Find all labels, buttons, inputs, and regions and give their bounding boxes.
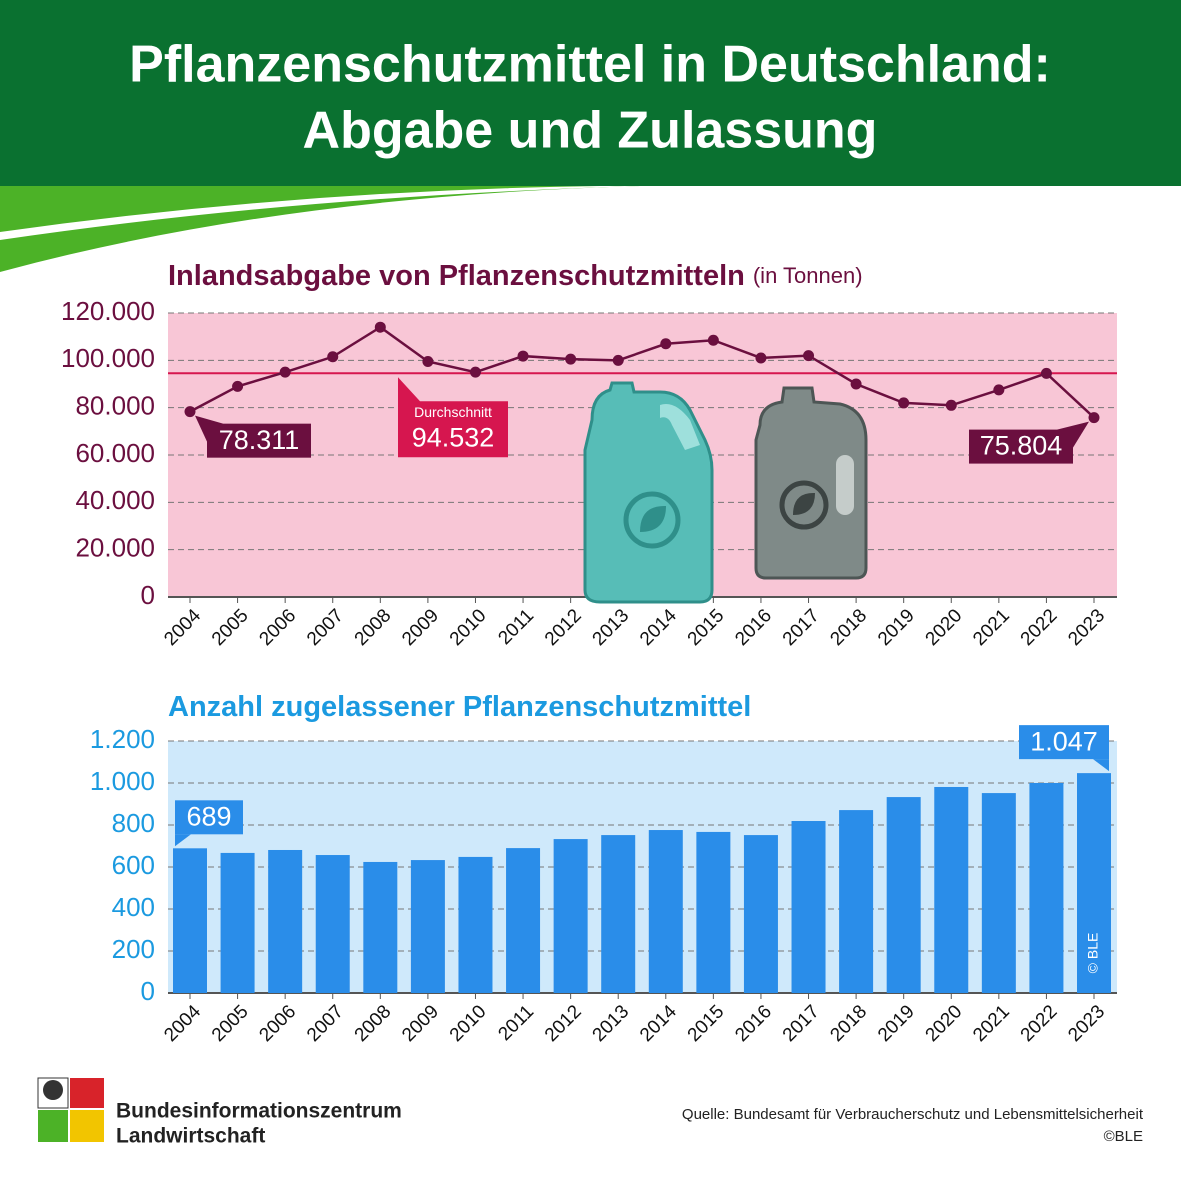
bar [363,861,398,993]
logo [37,1077,104,1142]
charts: Inlandsabgabe von Pflanzenschutzmitteln (… [61,260,1117,1046]
logo-tree [43,1080,63,1100]
callout-pointer [1093,759,1109,772]
canister-leaf [793,492,815,515]
canister-leaf [640,505,666,532]
y-tick-label: 0 [141,580,155,610]
canisters [583,381,868,604]
callout-pointer [175,834,191,847]
bar [981,793,1016,993]
y-tick-label: 1.000 [90,766,155,796]
org-name: Landwirtschaft [116,1125,265,1148]
value-label: 78.311 [219,425,300,455]
point [327,351,339,363]
callout-box [207,423,311,458]
point [707,334,719,346]
bar [886,797,921,993]
bar [1077,773,1111,993]
point [1088,412,1100,424]
point [803,350,815,362]
bar [839,810,874,993]
average-value-label: 94.532 [412,422,495,452]
canister-icon [779,480,829,530]
point [660,338,672,350]
copyright: ©BLE [1104,1128,1143,1145]
logo-yellow [70,1110,104,1142]
bar [458,856,493,993]
y-tick-label: 0 [141,976,155,1006]
point [184,406,196,418]
point [517,350,529,362]
chart-title: Anzahl zugelassener Pflanzenschutzmittel [168,691,751,723]
annotation: © BLE [1085,933,1101,974]
y-tick-label: 20.000 [75,533,155,563]
chart-unit: (in Tonnen) [753,263,863,288]
point [993,384,1005,396]
point [1040,367,1052,379]
point [755,352,767,364]
callout-box [1019,725,1109,760]
callout-box [175,800,243,835]
y-tick-label: 1.200 [90,724,155,754]
logo-green [38,1110,68,1142]
average-label: Durchschnitt [414,404,492,420]
chart-title-text: Inlandsabgabe von Pflanzenschutzmitteln [168,260,745,292]
callout-box [969,429,1073,464]
header-band [0,0,1181,186]
point [469,366,481,378]
point [565,353,577,365]
point [898,397,910,409]
bar [934,786,969,993]
point [850,378,862,390]
bar [1029,783,1064,993]
value-label: 1.047 [1030,726,1098,756]
bar [696,831,731,993]
y-tick-label: 80.000 [75,391,155,421]
bar [315,855,350,993]
bar [743,835,778,993]
bar [648,830,683,993]
point [422,356,434,368]
y-tick-label: 60.000 [75,438,155,468]
point [279,366,291,378]
canister-handle [836,455,854,515]
header-title: Abgabe und Zulassung [303,102,878,160]
bar [268,849,303,993]
y-tick-label: 400 [112,892,155,922]
point [945,399,957,411]
line [189,325,1095,419]
header-swoosh [0,186,640,272]
bar [791,821,826,993]
y-tick-label: 40.000 [75,485,155,515]
point [374,321,386,333]
average-callout [398,377,508,458]
canister-handle [660,404,700,450]
logo-red [70,1078,104,1108]
chart-title-text: Anzahl zugelassener Pflanzenschutzmittel [168,691,751,723]
bar [410,860,445,993]
canister-icon [623,491,681,549]
header-title: Pflanzenschutzmittel in Deutschland: [129,36,1051,94]
y-tick-label: 600 [112,850,155,880]
bar [601,835,636,993]
value-label: 689 [186,801,231,831]
value-label: 75.804 [980,431,1063,461]
bar [220,852,255,993]
y-tick-label: 800 [112,808,155,838]
y-tick-label: 100.000 [61,343,155,373]
source: Quelle: Bundesamt für Verbraucherschutz … [682,1106,1144,1123]
point [612,354,624,366]
bar [506,848,541,993]
y-tick-label: 120.000 [61,296,155,326]
y-tick-label: 200 [112,934,155,964]
point [232,380,244,392]
org-name: Bundesinformationszentrum [116,1100,402,1123]
bar [173,848,207,993]
chart-title: Inlandsabgabe von Pflanzenschutzmitteln (… [168,260,863,292]
bar [553,839,588,993]
